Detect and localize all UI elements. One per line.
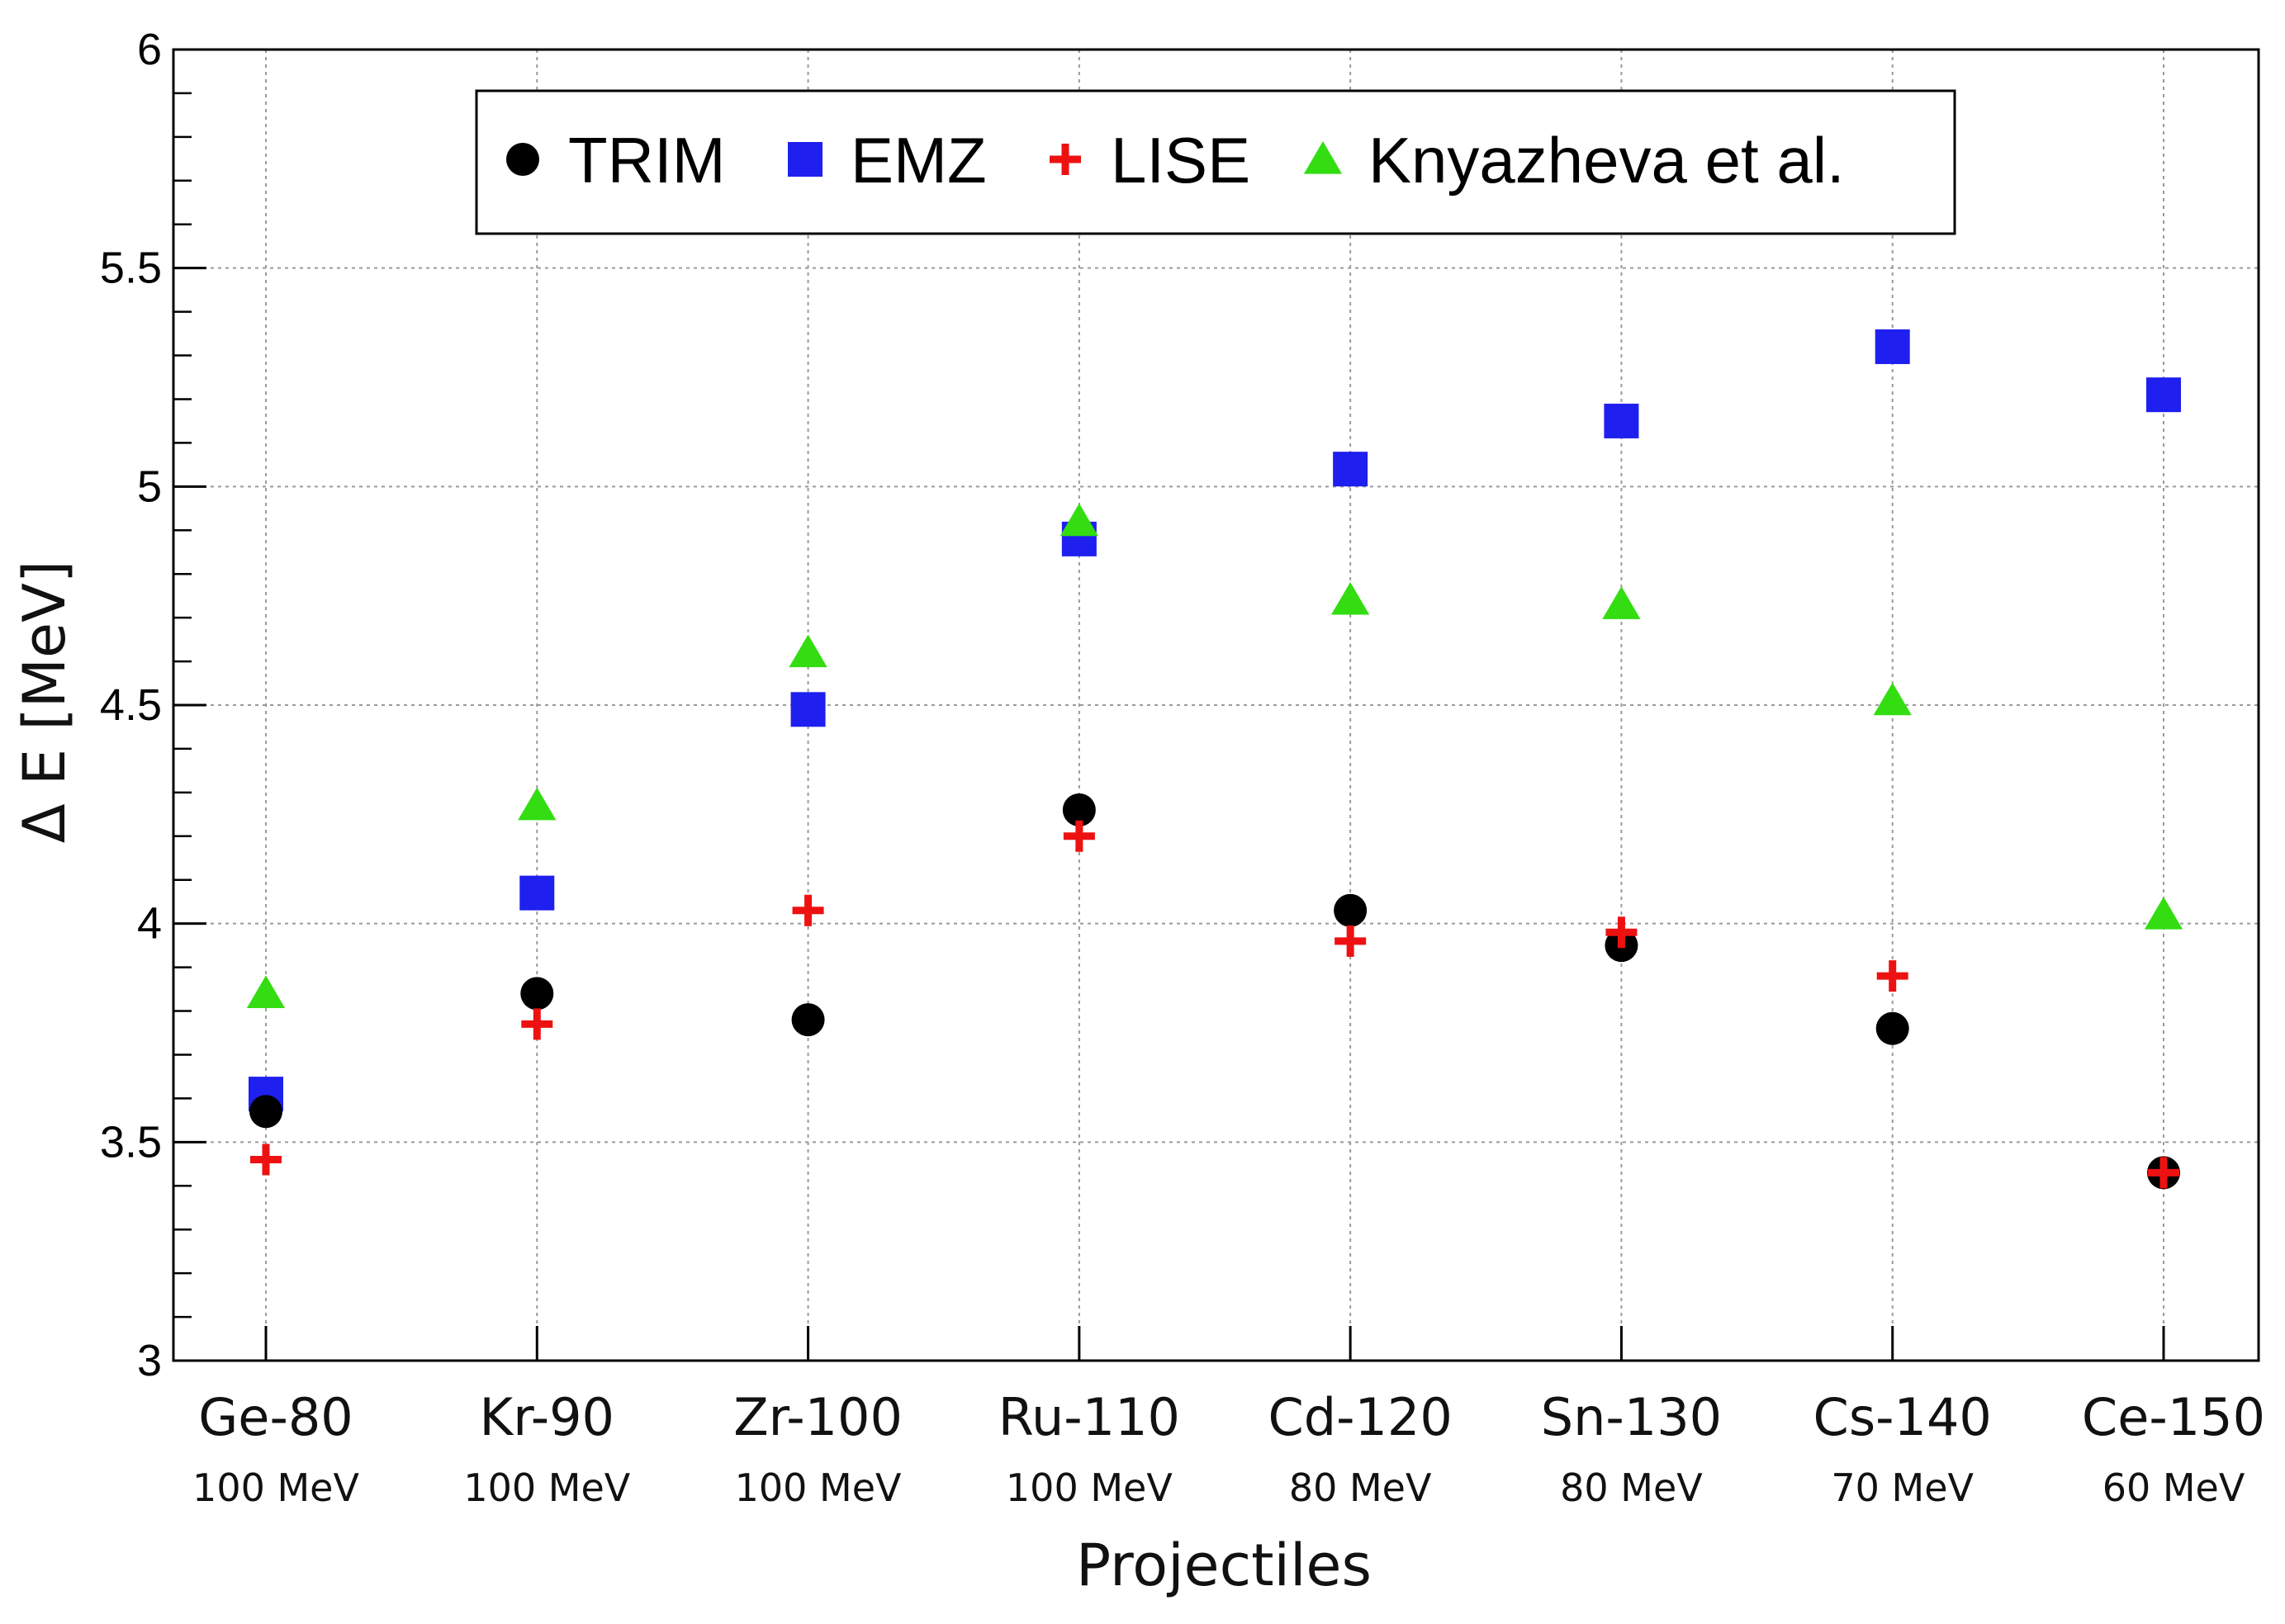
data-point <box>249 1095 282 1129</box>
data-point <box>2146 377 2181 413</box>
x-category-label: Cs-140 <box>1813 1387 1992 1447</box>
data-point <box>246 975 286 1008</box>
data-point <box>791 1003 825 1037</box>
y-tick-label: 5 <box>137 462 162 511</box>
data-point <box>521 1008 553 1040</box>
axis-ticks <box>173 48 2165 1362</box>
x-category-label: Zr-100 <box>733 1387 903 1447</box>
data-point <box>1873 682 1912 716</box>
series-lise <box>250 820 2179 1189</box>
x-energy-label: 100 MeV <box>192 1465 359 1510</box>
data-point <box>1333 452 1368 487</box>
grid-lines <box>173 50 2259 1361</box>
x-energy-label: 80 MeV <box>1289 1465 1432 1510</box>
data-point <box>520 977 554 1011</box>
x-energy-label: 60 MeV <box>2102 1465 2245 1510</box>
x-energy-label: 100 MeV <box>735 1465 902 1510</box>
data-point <box>1334 925 1367 957</box>
x-category-label: Cd-120 <box>1268 1387 1452 1447</box>
legend-marker <box>788 142 823 177</box>
data-point <box>789 634 827 668</box>
x-category-label: Kr-90 <box>480 1387 614 1447</box>
series-knyazheva-et-al- <box>246 503 2183 1008</box>
data-point <box>2144 897 2183 930</box>
data-point <box>792 894 824 926</box>
y-axis-title: Δ E [MeV] <box>11 561 78 844</box>
data-point <box>1604 403 1639 438</box>
legend-box <box>475 89 1956 235</box>
x-energy-label: 100 MeV <box>1006 1465 1173 1510</box>
x-energy-label: 80 MeV <box>1560 1465 1703 1510</box>
legend-marker <box>506 143 539 176</box>
y-tick-label: 5.5 <box>100 244 162 293</box>
x-category-label: Ru-110 <box>998 1387 1180 1447</box>
data-point <box>1060 503 1098 537</box>
x-energy-label: 100 MeV <box>463 1465 630 1510</box>
y-tick-label: 3 <box>137 1336 162 1385</box>
y-tick-label: 3.5 <box>100 1117 162 1167</box>
x-category-label: Ge-80 <box>198 1387 353 1447</box>
series-trim <box>249 793 2180 1190</box>
x-category-label: Sn-130 <box>1541 1387 1722 1447</box>
data-point <box>1876 960 1908 992</box>
legend-label: TRIM <box>568 124 726 196</box>
y-tick-label: 6 <box>137 25 162 74</box>
legend: TRIM EMZ LISE Knyazheva et al. <box>475 89 1956 235</box>
series-emz <box>249 329 2181 1112</box>
data-point <box>1875 1011 1909 1045</box>
x-category-label: Ce-150 <box>2082 1387 2265 1447</box>
legend-label: Knyazheva et al. <box>1368 124 1845 196</box>
data-point <box>1602 586 1641 619</box>
data-point <box>250 1143 282 1176</box>
legend-marker <box>1050 144 1081 175</box>
data-point <box>2148 1157 2179 1189</box>
x-energy-label: 70 MeV <box>1831 1465 1974 1510</box>
data-point <box>1605 916 1638 949</box>
data-point <box>1875 329 1910 364</box>
data-point <box>1063 820 1095 852</box>
legend-label: EMZ <box>851 124 987 196</box>
legend-label: LISE <box>1111 124 1250 196</box>
x-category-labels: Ge-80 100 MeV Kr-90 100 MeV Zr-100 100 MeV Ru-… <box>192 1387 2265 1510</box>
data-point <box>519 875 555 911</box>
y-tick-label: 4 <box>137 899 162 949</box>
data-point <box>1331 581 1370 615</box>
data-markers <box>246 329 2183 1190</box>
x-axis-title: Projectiles <box>1076 1532 1372 1599</box>
y-tick-label: 4.5 <box>100 680 162 730</box>
data-point <box>518 787 557 821</box>
data-point <box>1062 793 1096 827</box>
data-point <box>790 692 826 727</box>
legend-marker <box>1303 141 1343 174</box>
data-point <box>1334 893 1368 927</box>
y-tick-labels: 3 3.5 4 4.5 5 5.5 6 <box>100 25 162 1385</box>
